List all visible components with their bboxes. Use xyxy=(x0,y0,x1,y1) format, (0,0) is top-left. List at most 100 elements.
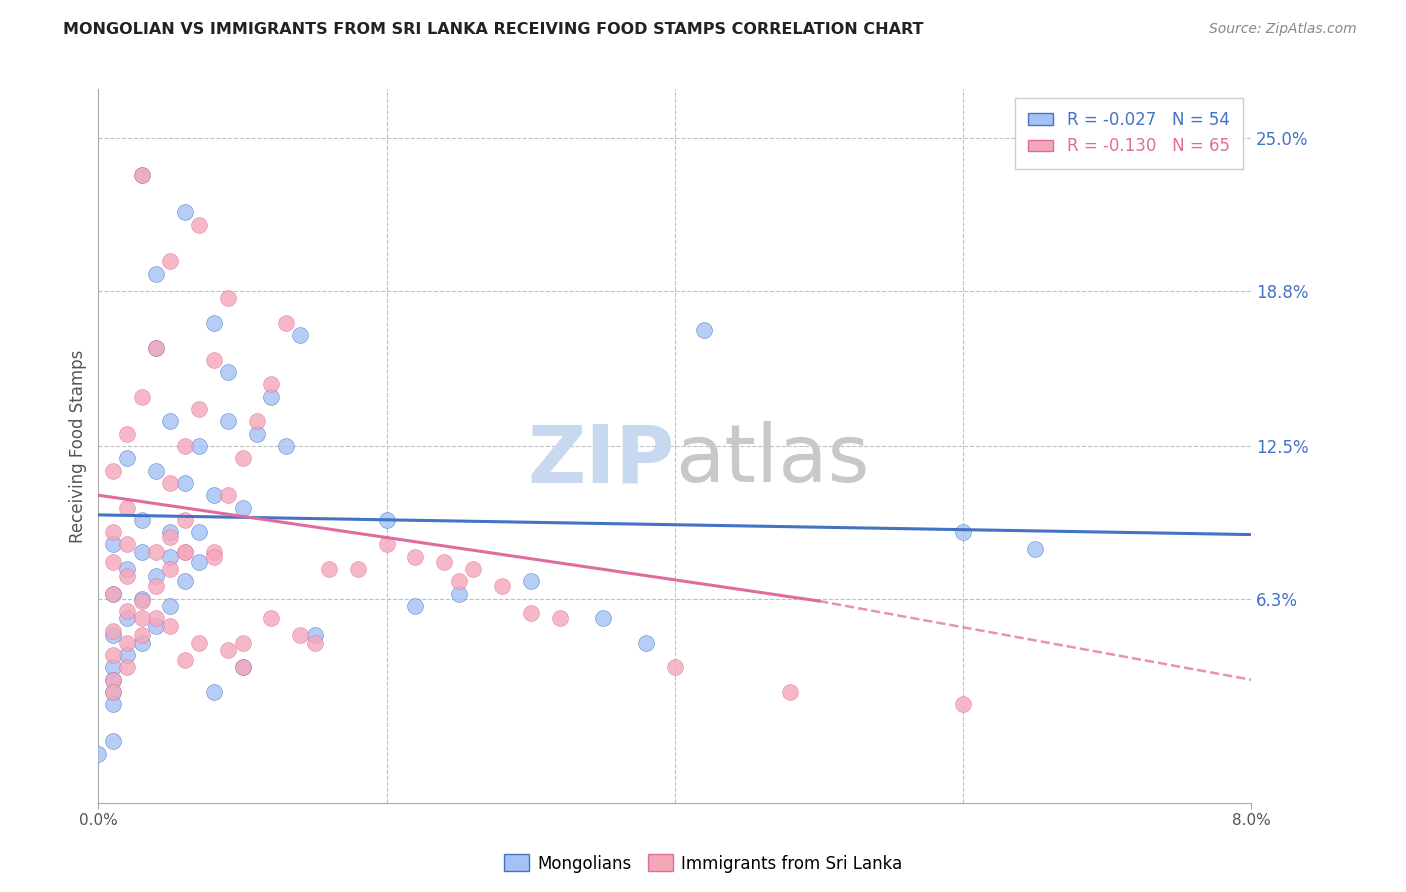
Point xyxy=(952,698,974,712)
Point xyxy=(375,537,398,551)
Point xyxy=(952,525,974,540)
Point xyxy=(304,628,326,642)
Point xyxy=(1024,542,1046,557)
Point xyxy=(87,747,110,761)
Point xyxy=(260,390,283,404)
Point xyxy=(117,604,139,618)
Point xyxy=(159,414,181,428)
Point xyxy=(231,451,254,466)
Point xyxy=(290,328,312,343)
Point xyxy=(145,579,167,593)
Point xyxy=(246,426,269,441)
Point xyxy=(260,611,283,625)
Point xyxy=(117,636,139,650)
Point xyxy=(664,660,686,674)
Point xyxy=(131,390,153,404)
Point xyxy=(202,488,225,502)
Point xyxy=(188,218,211,232)
Point xyxy=(433,555,456,569)
Point xyxy=(202,549,225,564)
Point xyxy=(159,475,181,490)
Legend: Mongolians, Immigrants from Sri Lanka: Mongolians, Immigrants from Sri Lanka xyxy=(496,847,910,880)
Point xyxy=(461,562,484,576)
Point xyxy=(217,291,239,305)
Point xyxy=(174,439,197,453)
Point xyxy=(217,414,239,428)
Point xyxy=(231,660,254,674)
Point xyxy=(636,636,658,650)
Point xyxy=(101,734,124,748)
Point xyxy=(217,365,239,379)
Point xyxy=(174,653,197,667)
Point xyxy=(145,341,167,355)
Point xyxy=(174,545,197,559)
Point xyxy=(779,685,801,699)
Point xyxy=(131,513,153,527)
Point xyxy=(405,549,427,564)
Point xyxy=(217,488,239,502)
Point xyxy=(304,636,326,650)
Point xyxy=(145,611,167,625)
Point xyxy=(548,611,571,625)
Point xyxy=(174,545,197,559)
Point xyxy=(290,628,312,642)
Point xyxy=(101,464,124,478)
Point xyxy=(346,562,368,576)
Text: atlas: atlas xyxy=(675,421,869,500)
Point xyxy=(592,611,614,625)
Point xyxy=(101,587,124,601)
Point xyxy=(131,169,153,183)
Point xyxy=(101,648,124,662)
Point xyxy=(101,624,124,638)
Point xyxy=(188,402,211,417)
Point xyxy=(101,537,124,551)
Point xyxy=(145,569,167,583)
Point xyxy=(117,451,139,466)
Point xyxy=(101,525,124,540)
Point xyxy=(202,685,225,699)
Point xyxy=(101,628,124,642)
Point xyxy=(101,587,124,601)
Point xyxy=(131,636,153,650)
Point xyxy=(101,685,124,699)
Point xyxy=(117,562,139,576)
Point xyxy=(520,607,543,621)
Point xyxy=(101,698,124,712)
Point xyxy=(101,685,124,699)
Point xyxy=(693,323,716,337)
Text: ZIP: ZIP xyxy=(527,421,675,500)
Point xyxy=(131,545,153,559)
Point xyxy=(131,628,153,642)
Point xyxy=(145,464,167,478)
Point xyxy=(145,341,167,355)
Point xyxy=(174,475,197,490)
Point xyxy=(101,673,124,687)
Point xyxy=(217,643,239,657)
Point xyxy=(101,660,124,674)
Point xyxy=(231,500,254,515)
Point xyxy=(318,562,340,576)
Point xyxy=(246,414,269,428)
Point xyxy=(117,500,139,515)
Point xyxy=(117,611,139,625)
Point xyxy=(202,352,225,367)
Point xyxy=(188,636,211,650)
Point xyxy=(188,439,211,453)
Point xyxy=(117,426,139,441)
Point xyxy=(101,555,124,569)
Point xyxy=(274,316,297,330)
Text: MONGOLIAN VS IMMIGRANTS FROM SRI LANKA RECEIVING FOOD STAMPS CORRELATION CHART: MONGOLIAN VS IMMIGRANTS FROM SRI LANKA R… xyxy=(63,22,924,37)
Point xyxy=(159,549,181,564)
Point xyxy=(174,205,197,219)
Point xyxy=(145,618,167,632)
Point xyxy=(447,587,470,601)
Legend: R = -0.027   N = 54, R = -0.130   N = 65: R = -0.027 N = 54, R = -0.130 N = 65 xyxy=(1015,97,1243,169)
Point xyxy=(174,513,197,527)
Point xyxy=(145,267,167,281)
Point xyxy=(159,618,181,632)
Y-axis label: Receiving Food Stamps: Receiving Food Stamps xyxy=(69,350,87,542)
Point xyxy=(117,537,139,551)
Point xyxy=(405,599,427,613)
Point xyxy=(231,660,254,674)
Point xyxy=(159,254,181,268)
